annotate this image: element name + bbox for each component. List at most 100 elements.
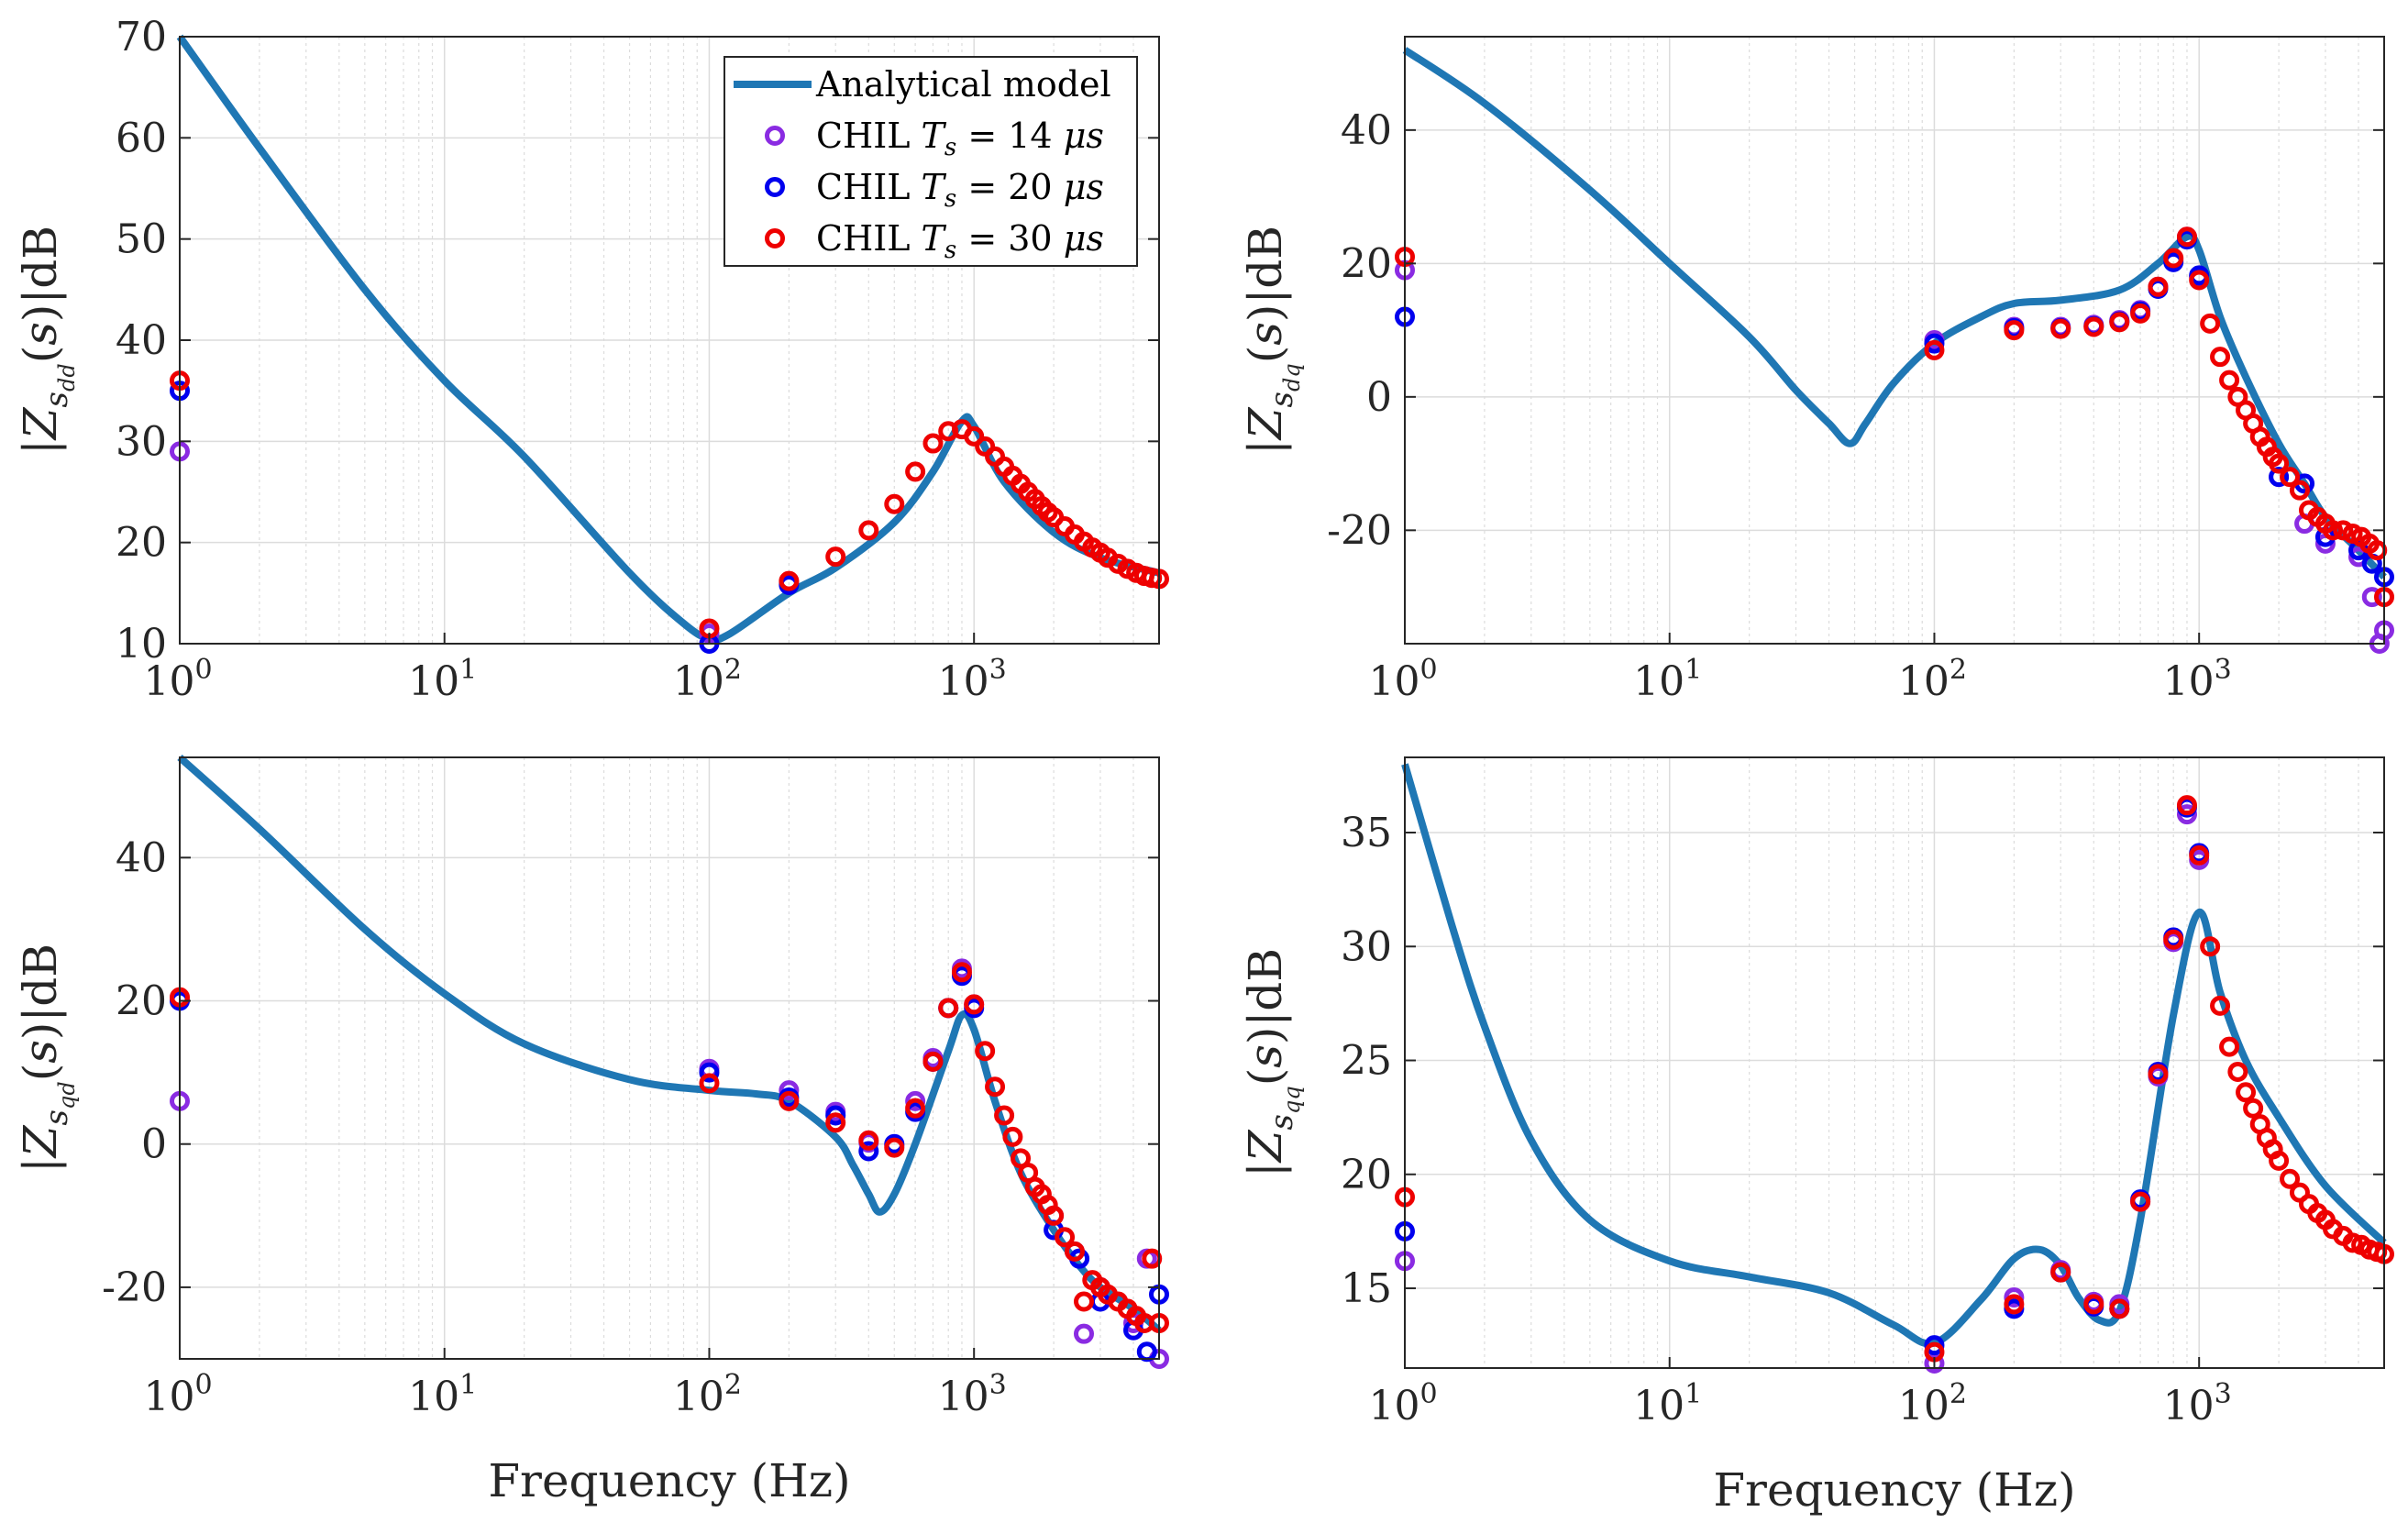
data-point [825, 1105, 846, 1126]
x-tick-label: 101 [408, 1369, 477, 1420]
data-point [2333, 520, 2354, 541]
data-point [858, 520, 879, 541]
data-point [951, 962, 972, 983]
data-point [964, 425, 985, 447]
plot-area [180, 757, 1159, 1359]
data-point [2109, 312, 2130, 333]
legend-swatch-ts20 [765, 177, 785, 197]
y-tick-label: 10 [116, 621, 167, 668]
data-point [1074, 1323, 1095, 1344]
legend-label-ts20: CHIL Ts = 20 μs [816, 167, 1104, 213]
data-point [2189, 844, 2210, 866]
data-point [1924, 339, 1945, 360]
data-point [975, 1041, 996, 1062]
data-point [1074, 1291, 1095, 1312]
data-point [2323, 520, 2344, 541]
data-point [905, 1098, 926, 1119]
y-tick-label: 40 [116, 834, 167, 881]
legend-label-model: Analytical model [815, 64, 1111, 105]
data-point [699, 1073, 720, 1094]
y-tick-label: 40 [116, 317, 167, 364]
plot-area [1405, 37, 2384, 644]
data-point [2050, 1262, 2071, 1283]
data-point [1002, 1126, 1023, 1147]
data-point [905, 1090, 926, 1111]
legend-swatch-ts30 [765, 228, 785, 248]
x-tick-label: 103 [938, 1369, 1007, 1420]
axes-frame [179, 756, 1160, 1360]
panel-bottom-right: 15 20 25 30 35 100 101 102 103 |Zsqq(s)|dB Frequen… [1239, 756, 2394, 1517]
data-point [2130, 1191, 2151, 1212]
x-tick-label: 103 [2163, 1378, 2232, 1429]
data-point [1924, 1353, 1945, 1374]
data-point [2148, 1064, 2169, 1085]
x-tick-label: 102 [1898, 1378, 1967, 1429]
data-point [858, 1141, 879, 1162]
y-tick-label: 20 [116, 978, 167, 1025]
x-axis-label: Frequency (Hz) [488, 1454, 850, 1507]
y-tick-label: 30 [116, 418, 167, 465]
x-tick-label: 101 [1633, 654, 1702, 705]
data-point [2289, 480, 2310, 501]
model-curve [1402, 47, 2387, 580]
data-point [2163, 248, 2184, 269]
model-curve [1401, 763, 2387, 1348]
data-point [2176, 226, 2197, 248]
data-point [985, 1076, 1006, 1098]
data-point [2269, 453, 2290, 474]
x-tick-label: 102 [673, 654, 742, 705]
x-axis-label: Frequency (Hz) [1713, 1463, 2075, 1517]
data-point [2361, 587, 2382, 608]
y-tick-label: 30 [1341, 923, 1392, 970]
y-tick-label: 20 [116, 520, 167, 567]
data-point [779, 1090, 800, 1111]
data-point [1064, 1241, 1085, 1262]
x-tick-label: 103 [2163, 654, 2232, 705]
y-tick-label: 40 [1341, 107, 1392, 154]
data-point [2200, 313, 2221, 334]
data-point [2189, 270, 2210, 291]
panel-top-left: 10 20 30 40 50 60 70 100 101 102 103 |Zsdd(s)|dB Ana… [14, 14, 1169, 705]
y-axis-label: |Zsqq(s)|dB [1239, 948, 1305, 1177]
data-point [779, 1080, 800, 1101]
legend-label-ts14: CHIL Ts = 14 μs [816, 116, 1104, 161]
y-tick-label: -20 [1327, 507, 1392, 554]
data-point [2004, 1294, 2025, 1315]
data-point [2176, 804, 2197, 825]
data-point [2083, 316, 2104, 337]
data-point [922, 1051, 944, 1072]
y-tick-label: 35 [1341, 810, 1392, 856]
series-ts30 [1395, 795, 2394, 1363]
data-point [2342, 1232, 2363, 1253]
grid [1404, 37, 2385, 644]
plot-area [1405, 757, 2384, 1368]
data-point [2269, 1150, 2290, 1171]
x-tick-label: 100 [1368, 1378, 1437, 1429]
data-point [858, 1130, 879, 1151]
x-tick-label: 100 [143, 654, 212, 705]
y-tick-label: 20 [1341, 240, 1392, 287]
legend: Analytical model CHIL Ts = 14 μs CHIL Ts =… [724, 56, 1138, 267]
data-point [1055, 1227, 1076, 1248]
data-point [2243, 1098, 2264, 1119]
x-tick-label: 100 [1368, 654, 1437, 705]
data-point [2130, 303, 2151, 324]
data-point [2109, 1298, 2130, 1319]
legend-label-ts30: CHIL Ts = 30 μs [816, 218, 1104, 264]
data-point [2236, 1082, 2257, 1103]
x-tick-label: 100 [143, 1369, 212, 1420]
data-point [779, 570, 800, 591]
data-point [2163, 929, 2184, 950]
data-point [2004, 320, 2025, 341]
data-point [884, 493, 905, 514]
y-tick-label: 15 [1341, 1265, 1392, 1312]
data-point [2280, 467, 2301, 488]
y-tick-label: 25 [1341, 1038, 1392, 1085]
data-point [1924, 1335, 1945, 1356]
data-point [2083, 1294, 2104, 1315]
data-point [975, 436, 996, 457]
data-point [905, 461, 926, 482]
y-tick-label: 50 [116, 216, 167, 263]
data-point [2280, 1168, 2301, 1189]
